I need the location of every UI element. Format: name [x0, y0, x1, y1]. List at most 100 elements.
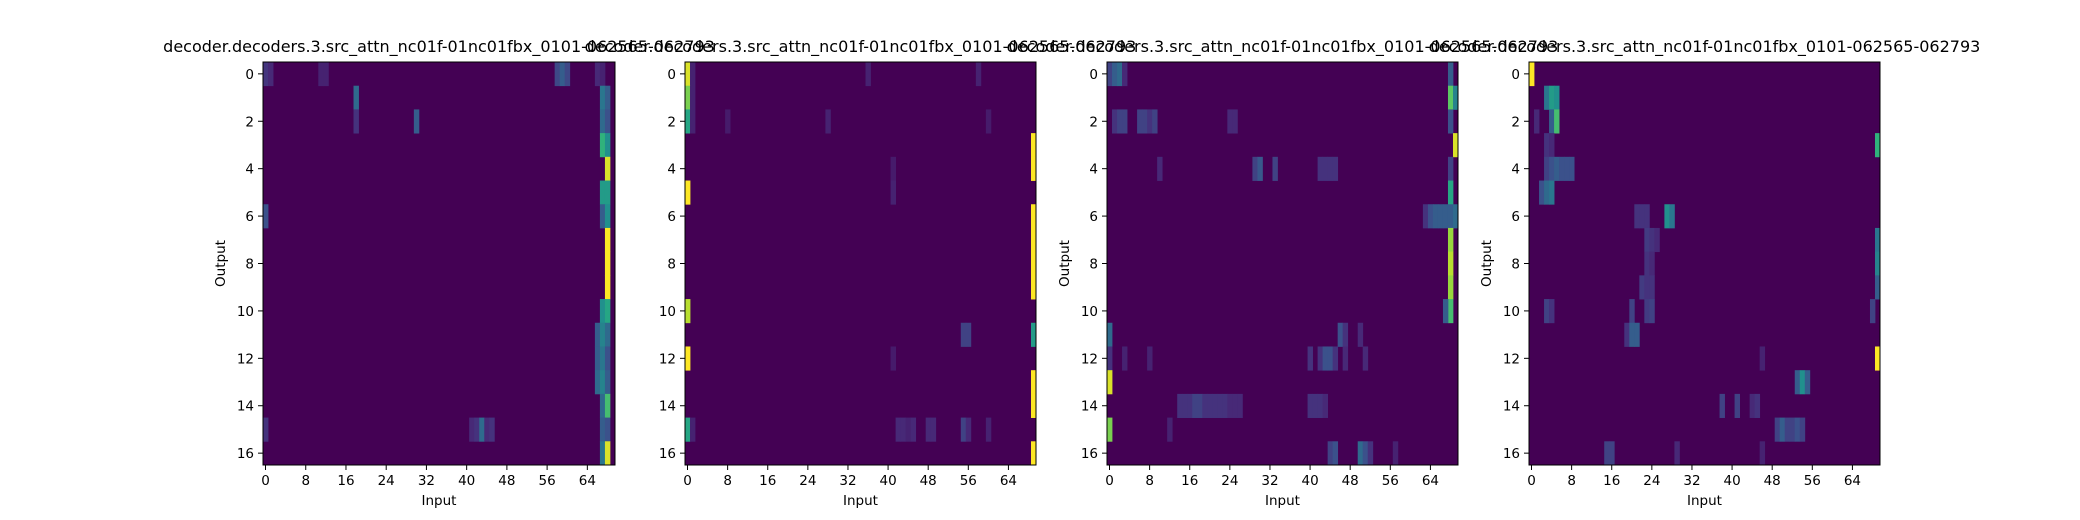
y-tick-label: 4 — [667, 162, 676, 178]
heatmap-cell — [1342, 322, 1349, 347]
panel-title: decoder.decoders.3.src_attn_nc01f-01nc01… — [1007, 37, 1559, 57]
heatmap-cell — [1719, 393, 1725, 418]
y-tick-label: 14 — [1503, 399, 1520, 415]
panel-title: decoder.decoders.3.src_attn_nc01f-01nc01… — [585, 37, 1137, 57]
heatmap-cell — [985, 417, 992, 442]
heatmap-cell — [1554, 85, 1560, 110]
heatmap-cell — [413, 109, 420, 134]
x-tick-label: 0 — [1527, 473, 1536, 489]
heatmap-cell — [554, 62, 561, 87]
x-tick-label: 0 — [261, 473, 270, 489]
heatmap-cell — [318, 62, 324, 87]
heatmap-cell — [1307, 346, 1313, 371]
heatmap-cell — [1227, 109, 1233, 134]
heatmap-cell — [1212, 393, 1218, 418]
heatmap-cell — [1232, 393, 1238, 418]
heatmap-cell — [1452, 85, 1458, 110]
heatmap-cell — [599, 85, 606, 110]
heatmap-cell — [1152, 109, 1158, 134]
heatmap-cell — [1357, 441, 1364, 465]
heatmap-cells — [1107, 62, 1458, 465]
heatmap-cell — [1452, 204, 1458, 229]
x-tick-label: 16 — [759, 473, 776, 489]
y-tick-label: 2 — [245, 114, 254, 130]
heatmap-cell — [1192, 393, 1198, 418]
panel-4: 0 8 16 24 32 40 48 56 640246810121416InputOutput… — [1429, 37, 1981, 509]
y-tick-label: 12 — [237, 351, 254, 367]
heatmap-cell — [685, 62, 691, 87]
heatmap-cell — [1322, 156, 1329, 181]
heatmap-cell — [1137, 109, 1143, 134]
heatmap-cell — [604, 85, 611, 110]
heatmap-cell — [604, 180, 611, 205]
heatmap-cell — [1392, 441, 1399, 465]
heatmap-cell — [599, 322, 606, 347]
heatmap-cell — [960, 417, 967, 442]
y-tick-label: 4 — [245, 162, 254, 178]
panel-2: 0 8 16 24 32 40 48 56 640246810121416Inputdecode… — [585, 37, 1137, 509]
heatmap-cell — [263, 204, 269, 229]
heatmap-cell — [1874, 227, 1880, 253]
heatmap-cell — [1544, 85, 1550, 110]
heatmap-cell — [1317, 156, 1324, 181]
heatmap-cell — [1107, 322, 1113, 347]
heatmap-cell — [1447, 251, 1454, 276]
heatmap-cell — [1774, 417, 1781, 442]
heatmap-cell — [594, 346, 601, 371]
heatmap-cell — [1447, 299, 1454, 324]
y-tick-label: 2 — [1089, 114, 1098, 130]
y-tick-label: 0 — [245, 67, 254, 83]
heatmap-cell — [1544, 299, 1550, 324]
x-tick-label: 24 — [378, 473, 395, 489]
y-tick-label: 16 — [1081, 446, 1098, 462]
heatmap-cell — [1452, 133, 1458, 158]
y-tick-label: 0 — [1511, 67, 1520, 83]
heatmap-cell — [1147, 109, 1153, 134]
heatmap-cell — [1327, 441, 1334, 465]
heatmap-cell — [1754, 393, 1761, 418]
heatmap-cell — [1784, 417, 1791, 442]
heatmap-cell — [895, 417, 902, 442]
heatmap-cell — [1030, 251, 1036, 276]
heatmap-cell — [910, 417, 917, 442]
heatmap-cell — [1569, 156, 1575, 181]
heatmap-cell — [599, 299, 606, 324]
heatmap-cell — [599, 204, 606, 229]
heatmap-cell — [1312, 393, 1318, 418]
heatmap-cell — [599, 62, 606, 87]
y-tick-label: 8 — [667, 257, 676, 273]
heatmap-cell — [1564, 156, 1570, 181]
heatmap-cell — [604, 204, 611, 229]
x-tick-label: 32 — [839, 473, 856, 489]
y-tick-label: 2 — [667, 114, 676, 130]
heatmap-cell — [1367, 441, 1374, 465]
x-tick-label: 24 — [1643, 473, 1660, 489]
heatmap-cell — [865, 62, 871, 87]
heatmap-cell — [1432, 204, 1439, 229]
heatmap-cell — [1549, 85, 1555, 110]
x-tick-label: 8 — [1567, 473, 1576, 489]
heatmap-cell — [1117, 62, 1123, 87]
heatmap-cell — [599, 393, 606, 418]
heatmap-cell — [1107, 370, 1113, 395]
heatmap-cell — [1317, 346, 1324, 371]
x-tick-label: 32 — [418, 473, 435, 489]
y-axis-label: Output — [1057, 240, 1073, 287]
heatmap-cell — [1107, 62, 1113, 87]
heatmap-cell — [930, 417, 937, 442]
heatmap-cell — [479, 417, 485, 442]
heatmap-cell — [1122, 346, 1128, 371]
heatmap-cell — [1749, 393, 1756, 418]
heatmap-cell — [1789, 417, 1796, 442]
heatmap-cell — [1030, 275, 1036, 300]
x-tick-label: 64 — [1000, 473, 1017, 489]
heatmap-cell — [1427, 204, 1434, 229]
y-tick-label: 12 — [1503, 351, 1520, 367]
heatmap-cell — [975, 62, 982, 87]
heatmap-cell — [1030, 133, 1036, 158]
heatmap-cell — [604, 275, 611, 300]
heatmap-cell — [1447, 180, 1454, 205]
heatmap-cell — [353, 85, 359, 110]
heatmap-cell — [1874, 251, 1880, 276]
